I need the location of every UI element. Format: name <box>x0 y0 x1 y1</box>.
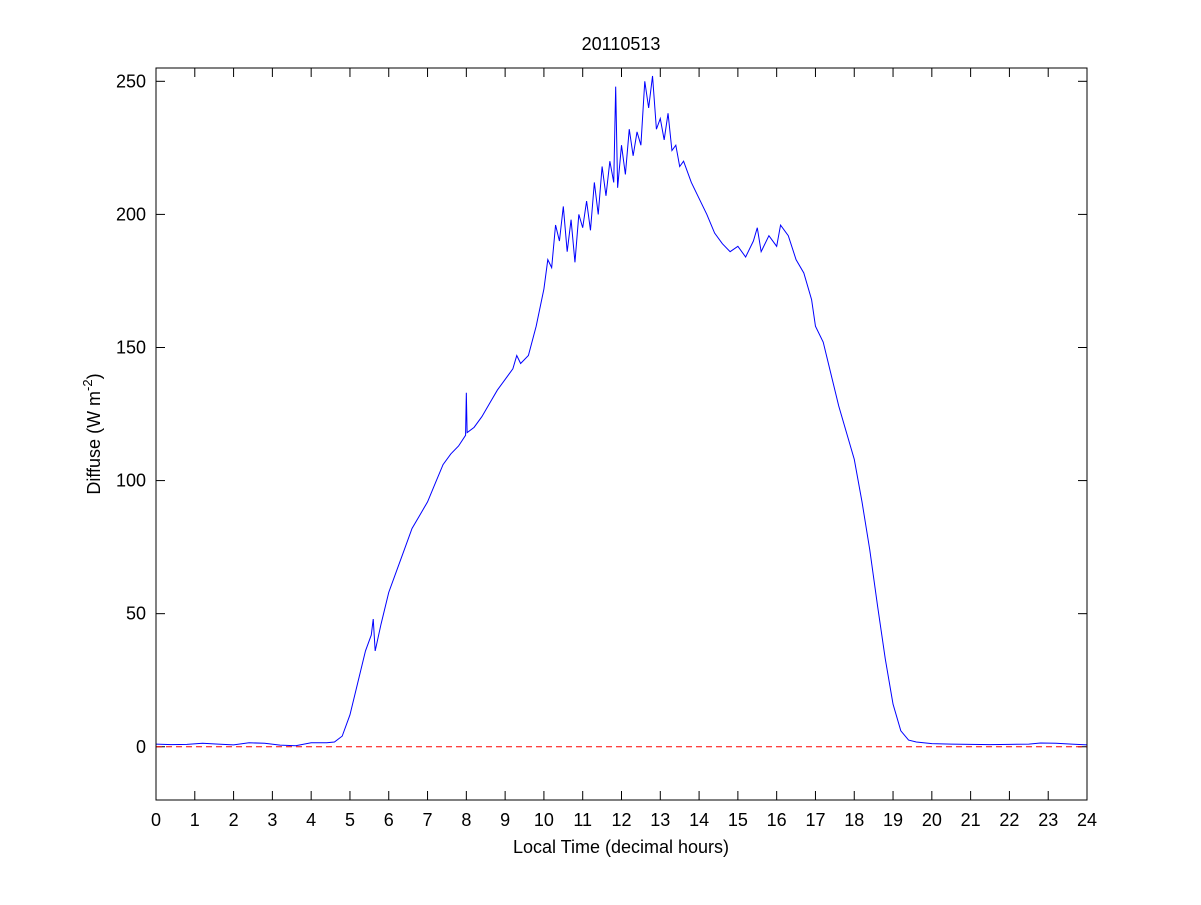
x-tick-label: 19 <box>883 810 903 830</box>
y-tick-label: 150 <box>116 337 146 357</box>
x-tick-label: 2 <box>229 810 239 830</box>
x-tick-label: 13 <box>650 810 670 830</box>
x-tick-label: 1 <box>190 810 200 830</box>
x-tick-label: 7 <box>423 810 433 830</box>
x-tick-label: 0 <box>151 810 161 830</box>
x-tick-label: 20 <box>922 810 942 830</box>
x-tick-label: 11 <box>573 810 592 830</box>
x-tick-label: 9 <box>500 810 510 830</box>
x-tick-label: 10 <box>534 810 554 830</box>
x-tick-label: 23 <box>1038 810 1058 830</box>
x-tick-label: 14 <box>689 810 709 830</box>
y-label-exponent: -2 <box>80 379 95 391</box>
x-tick-label: 16 <box>767 810 787 830</box>
x-axis-label: Local Time (decimal hours) <box>513 837 729 857</box>
x-tick-label: 5 <box>345 810 355 830</box>
y-label-text: Diffuse (W m <box>84 391 104 495</box>
x-tick-label: 4 <box>306 810 316 830</box>
axes-box <box>155 67 1088 801</box>
y-label-suffix: ) <box>84 373 104 379</box>
y-tick-label: 0 <box>136 737 146 757</box>
x-tick-label: 12 <box>611 810 631 830</box>
data-line <box>155 75 1088 747</box>
y-tick-label: 250 <box>116 71 146 91</box>
y-axis-label: Diffuse (W m-2) <box>80 373 104 494</box>
x-tick-label: 15 <box>728 810 748 830</box>
x-tick-label: 8 <box>461 810 471 830</box>
chart-title: 20110513 <box>582 34 661 54</box>
y-tick-label: 200 <box>116 204 146 224</box>
x-tick-label: 21 <box>961 810 981 830</box>
x-tick-label: 6 <box>384 810 394 830</box>
x-tick-label: 3 <box>267 810 277 830</box>
x-tick-label: 17 <box>805 810 825 830</box>
x-tick-label: 18 <box>844 810 864 830</box>
y-tick-label: 100 <box>116 471 146 491</box>
x-tick-label: 24 <box>1077 810 1097 830</box>
x-tick-label: 22 <box>999 810 1019 830</box>
y-tick-label: 50 <box>126 604 146 624</box>
